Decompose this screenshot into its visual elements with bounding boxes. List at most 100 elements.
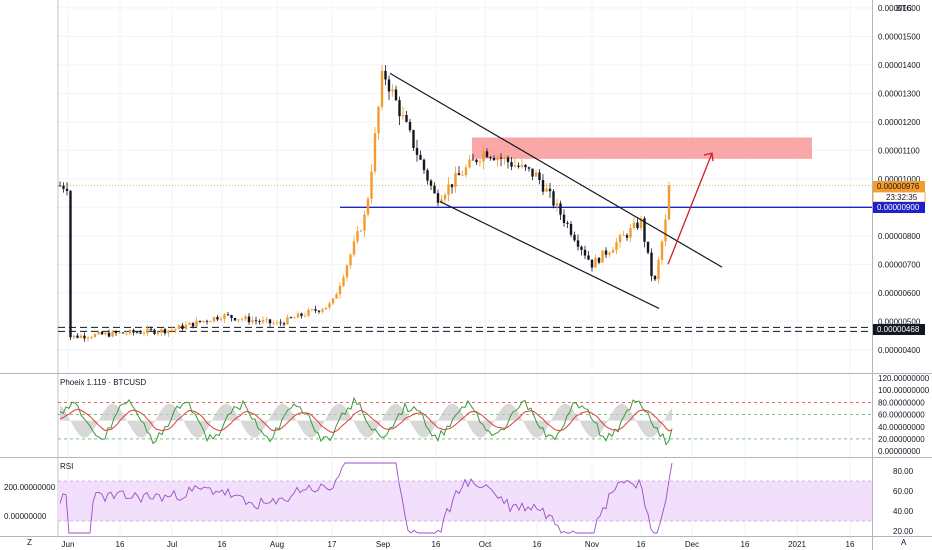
candle	[566, 222, 569, 224]
candle	[475, 159, 478, 163]
candle	[520, 164, 524, 167]
candle	[181, 325, 184, 329]
osc-tick-label: 100.00000000	[878, 386, 930, 395]
candle	[247, 316, 251, 323]
candle	[321, 309, 324, 312]
candle	[58, 185, 62, 187]
candle	[482, 151, 485, 162]
y-tick-label: 0.00001200	[878, 118, 921, 127]
x-tick-label: 16	[218, 540, 227, 549]
candle	[121, 332, 125, 334]
channel-lower-line[interactable]	[439, 201, 660, 309]
candle	[69, 190, 72, 338]
price-badge-current-label: 0.00000976	[877, 182, 920, 191]
candle	[118, 332, 121, 334]
candle	[559, 203, 562, 215]
candle	[188, 322, 191, 325]
y-tick-label: 0.00001600	[878, 4, 921, 13]
time-axis[interactable]: Jun 16 Jul 16 Aug 17 Sep 16 Oct 16 Nov 16 Dec 16 2021 1…	[62, 540, 855, 549]
candle	[223, 314, 226, 320]
projection-arrowhead	[703, 152, 714, 162]
timezone-mark[interactable]: Z	[27, 538, 32, 547]
candle	[492, 158, 496, 161]
candle	[391, 89, 394, 92]
x-tick-label: 2021	[788, 540, 806, 549]
price-axis[interactable]: 0.00000400 0.00000500 0.00000600 0.00000700…	[4, 4, 930, 536]
candle	[370, 171, 373, 199]
candle	[513, 165, 517, 167]
candle	[625, 235, 629, 238]
candle	[363, 214, 366, 231]
candle	[541, 180, 545, 192]
candle	[394, 89, 398, 101]
candle	[503, 157, 506, 159]
candle	[149, 328, 153, 330]
candle	[331, 298, 335, 304]
candle	[125, 333, 128, 335]
candle	[412, 130, 415, 148]
candle	[205, 320, 209, 322]
candle	[345, 265, 349, 278]
rsi-tick-label: 60.00	[893, 487, 914, 496]
channel-upper-line[interactable]	[389, 72, 723, 268]
candle	[524, 164, 527, 168]
projection-arrow[interactable]	[667, 152, 713, 265]
x-tick-label: 16	[432, 540, 441, 549]
candle	[90, 337, 93, 338]
candle	[160, 329, 163, 333]
x-tick-label: Jul	[167, 540, 177, 549]
rsi-plot[interactable]	[58, 462, 872, 534]
oscillator-plot[interactable]	[58, 396, 872, 446]
candle	[527, 167, 531, 169]
candle	[440, 199, 443, 203]
candle	[583, 249, 587, 256]
candle	[328, 303, 331, 308]
osc-slow-line[interactable]	[59, 408, 673, 433]
auto-scale-mark[interactable]: A	[901, 538, 907, 547]
candle	[104, 332, 107, 335]
candle	[601, 250, 604, 263]
candle	[114, 331, 118, 334]
candle	[615, 242, 618, 250]
candle	[240, 319, 244, 320]
rsi-title: RSI	[60, 462, 73, 471]
candle	[216, 317, 219, 320]
candle	[65, 188, 69, 191]
rsi-line[interactable]	[59, 462, 673, 534]
candle	[608, 252, 611, 255]
rsi-tick-label: 80.00	[893, 467, 914, 476]
candle	[377, 106, 380, 134]
candle	[660, 241, 664, 260]
candle	[349, 254, 352, 266]
candle	[426, 170, 429, 181]
candle	[548, 188, 552, 192]
candle	[471, 159, 475, 161]
candle	[142, 333, 146, 334]
osc-tick-label: 20.00000000	[878, 435, 925, 444]
candle	[184, 324, 188, 329]
candle	[153, 329, 156, 334]
candle	[107, 332, 111, 337]
candle	[324, 307, 328, 310]
candle	[401, 114, 405, 117]
candle	[510, 162, 513, 167]
candle	[387, 79, 391, 92]
candle	[461, 175, 464, 176]
candle	[499, 157, 503, 159]
candle	[237, 319, 240, 321]
x-tick-label: Sep	[376, 540, 391, 549]
candle	[167, 330, 170, 334]
x-tick-label: 16	[637, 540, 646, 549]
osc-fast-line[interactable]	[59, 396, 673, 446]
candle	[272, 323, 275, 325]
candle	[303, 315, 307, 317]
resistance-zone[interactable]	[472, 137, 812, 159]
candle	[604, 250, 608, 255]
candle	[244, 316, 247, 320]
candle	[590, 259, 594, 268]
candle	[156, 332, 160, 334]
candle	[163, 329, 167, 334]
candle	[268, 319, 272, 324]
main-plot[interactable]	[58, 64, 872, 342]
